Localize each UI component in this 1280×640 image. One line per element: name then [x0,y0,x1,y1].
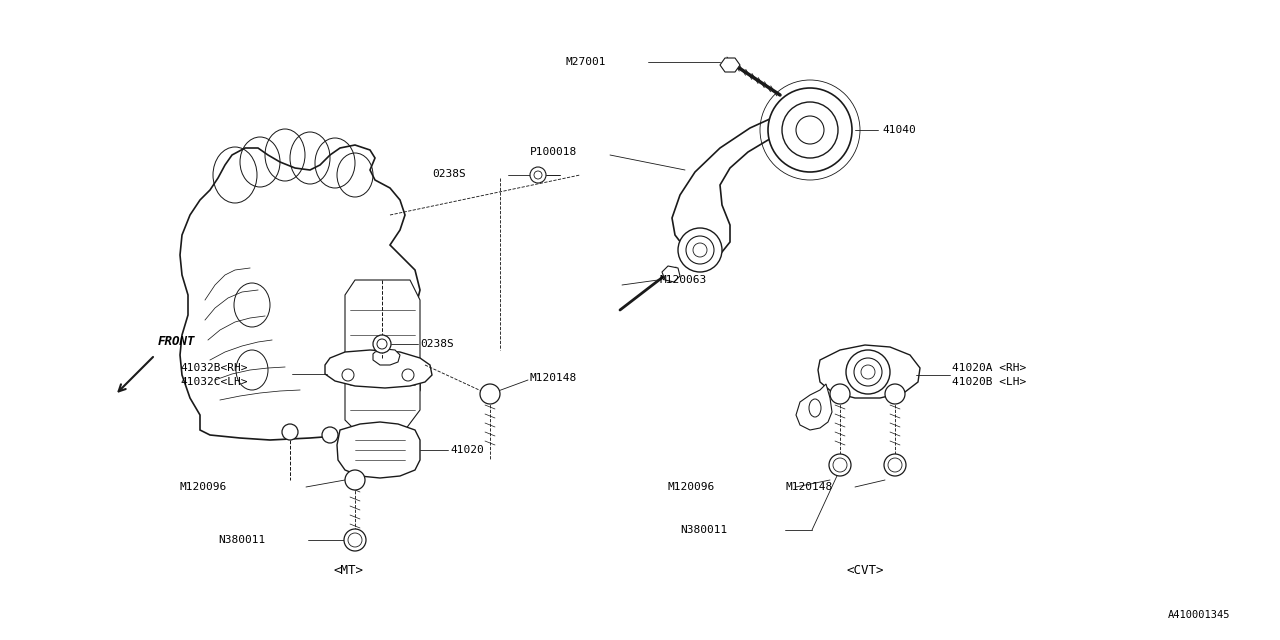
Circle shape [768,88,852,172]
Circle shape [402,369,413,381]
Text: 41020A <RH>: 41020A <RH> [952,363,1027,373]
Text: M120148: M120148 [530,373,577,383]
Circle shape [884,454,906,476]
Text: M27001: M27001 [564,57,605,67]
Circle shape [686,236,714,264]
Text: <CVT>: <CVT> [846,563,883,577]
Circle shape [678,228,722,272]
Text: P100018: P100018 [530,147,577,157]
Polygon shape [672,118,788,258]
Text: M120063: M120063 [660,275,708,285]
Text: M120148: M120148 [786,482,833,492]
Circle shape [884,384,905,404]
Circle shape [854,358,882,386]
Text: 41032B<RH>: 41032B<RH> [180,363,247,373]
Circle shape [796,116,824,144]
Circle shape [829,384,850,404]
Polygon shape [337,422,420,478]
Circle shape [530,167,547,183]
Circle shape [344,529,366,551]
Text: 41020B <LH>: 41020B <LH> [952,377,1027,387]
Circle shape [323,427,338,443]
Text: 0238S: 0238S [420,339,453,349]
Text: M120096: M120096 [180,482,228,492]
Polygon shape [662,266,680,282]
Text: FRONT: FRONT [157,335,196,348]
Polygon shape [346,280,420,435]
Polygon shape [372,349,399,365]
Circle shape [346,470,365,490]
Text: 0238S: 0238S [433,169,466,179]
Circle shape [282,424,298,440]
Polygon shape [180,145,420,440]
Circle shape [372,335,390,353]
Text: 41020: 41020 [451,445,484,455]
Circle shape [829,454,851,476]
Polygon shape [719,58,740,72]
Circle shape [480,384,500,404]
Text: A410001345: A410001345 [1167,610,1230,620]
Text: <MT>: <MT> [333,563,364,577]
Circle shape [846,350,890,394]
Circle shape [342,369,355,381]
Polygon shape [796,384,832,430]
Polygon shape [818,345,920,398]
Text: 41032C<LH>: 41032C<LH> [180,377,247,387]
Text: N380011: N380011 [680,525,727,535]
Text: M120096: M120096 [668,482,716,492]
Circle shape [692,243,707,257]
Circle shape [782,102,838,158]
Polygon shape [325,350,433,388]
Text: N380011: N380011 [218,535,265,545]
Text: 41040: 41040 [882,125,915,135]
